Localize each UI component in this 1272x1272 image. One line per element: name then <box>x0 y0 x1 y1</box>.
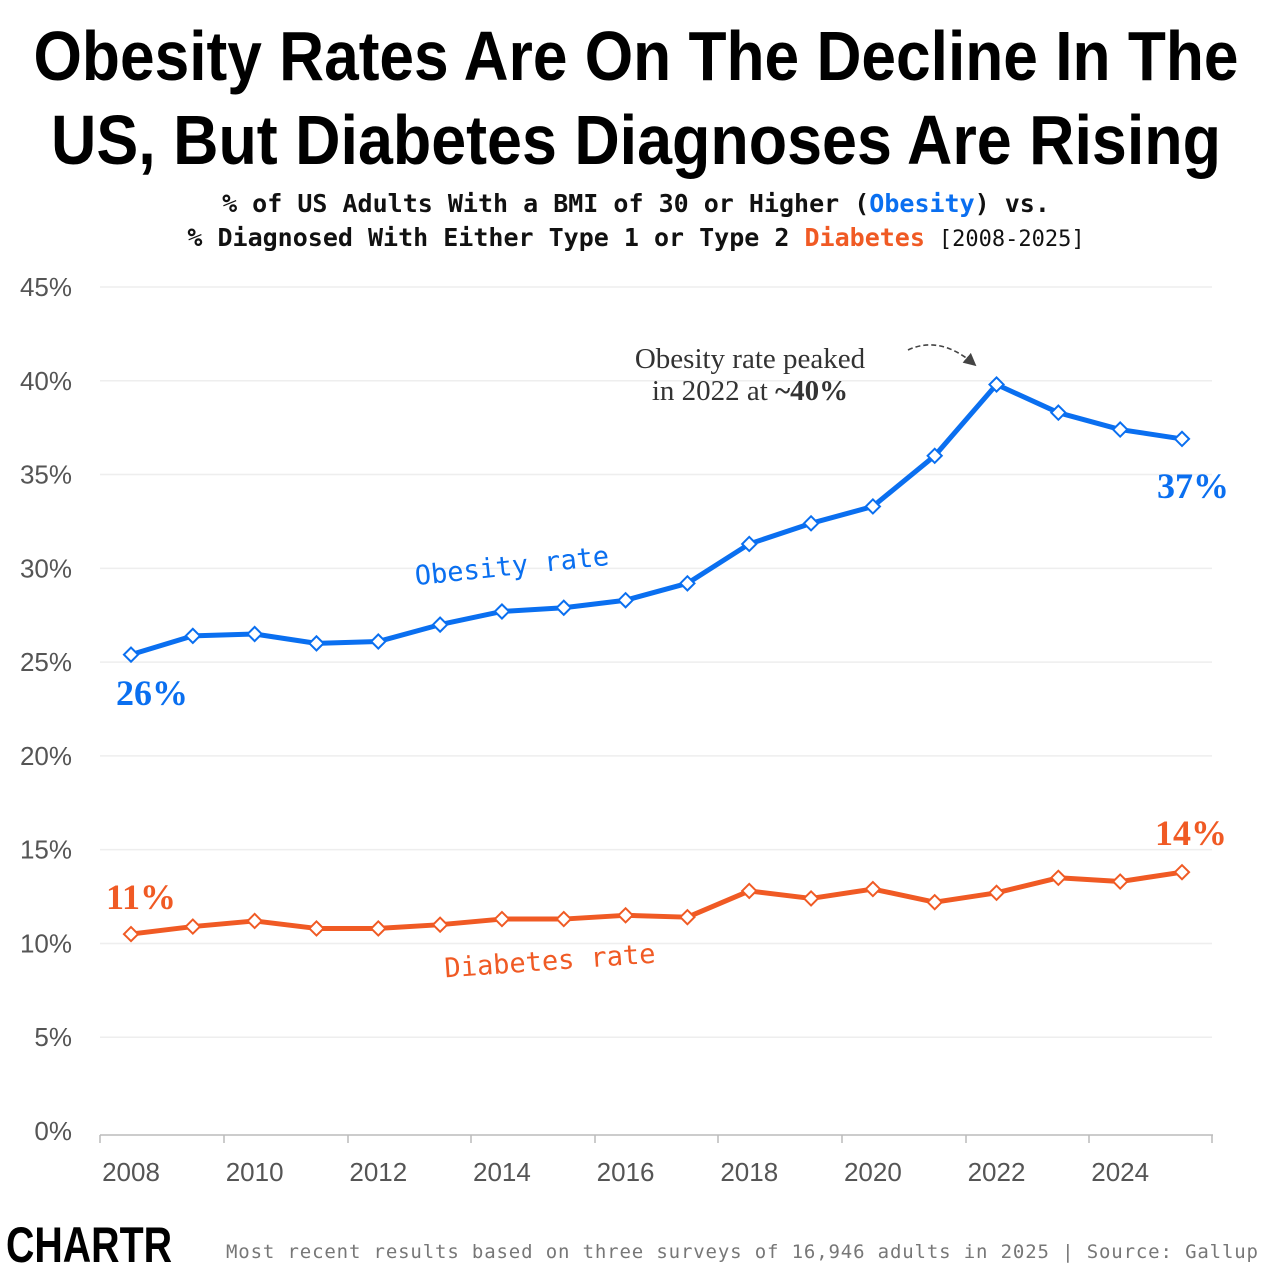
data-point <box>122 646 140 664</box>
annotation-text: in 2022 at <box>652 375 775 407</box>
data-point <box>122 925 140 943</box>
y-tick-label: 10% <box>20 928 72 958</box>
annotation-value: ~40% <box>775 375 848 407</box>
x-tick-label: 2014 <box>473 1157 531 1187</box>
series-label-diabetes: Diabetes rate <box>443 939 656 985</box>
title-line-1: Obesity Rates Are On The Decline In The <box>34 17 1239 95</box>
obesity-start-label: 26% <box>116 673 188 713</box>
subtitle-text: ) vs. <box>975 189 1050 218</box>
data-point <box>184 627 202 645</box>
series-line-obesity <box>130 382 1183 658</box>
subtitle-line-1: % of US Adults With a BMI of 30 or Highe… <box>222 189 1050 218</box>
data-point <box>926 447 944 465</box>
data-point <box>802 514 820 532</box>
footer-note: Most recent results based on three surve… <box>226 1241 1258 1263</box>
title-line-2: US, But Diabetes Diagnoses Are Rising <box>51 101 1221 179</box>
diabetes-end-label: 14% <box>1155 813 1227 853</box>
y-tick-label: 0% <box>34 1116 72 1146</box>
data-point <box>678 574 696 592</box>
data-point <box>555 910 573 928</box>
data-point <box>246 912 264 930</box>
x-tick-label: 2020 <box>844 1157 902 1187</box>
data-point <box>988 376 1006 394</box>
series <box>122 376 1191 943</box>
data-point <box>617 906 635 924</box>
series-line-diabetes <box>130 869 1183 937</box>
data-point <box>740 882 758 900</box>
data-point <box>369 632 387 650</box>
x-tick-label: 2012 <box>349 1157 407 1187</box>
data-point <box>617 591 635 609</box>
y-tick-label: 30% <box>20 553 72 583</box>
y-tick-label: 45% <box>20 272 72 302</box>
data-point <box>1111 421 1129 439</box>
x-tick-label: 2022 <box>968 1157 1026 1187</box>
data-point <box>431 916 449 934</box>
data-point <box>1111 873 1129 891</box>
data-point <box>246 625 264 643</box>
data-point <box>1049 869 1067 887</box>
y-axis: 0% 5% 10% 15% 20% 25% 30% 35% 40% 45% <box>20 272 72 1146</box>
x-tick-label: 2018 <box>720 1157 778 1187</box>
data-point <box>493 910 511 928</box>
data-point <box>988 884 1006 902</box>
y-tick-label: 20% <box>20 741 72 771</box>
subtitle-line-2: % Diagnosed With Either Type 1 or Type 2… <box>187 223 1084 252</box>
x-tick-label: 2016 <box>597 1157 655 1187</box>
y-tick-label: 15% <box>20 835 72 865</box>
data-point <box>555 599 573 617</box>
subtitle-obesity: Obesity <box>869 189 974 218</box>
subtitle-text: % Diagnosed With Either Type 1 or Type 2 <box>187 223 804 252</box>
data-point <box>184 918 202 936</box>
subtitle-text: % of US Adults With a BMI of 30 or Highe… <box>222 189 869 218</box>
chartr-logo: CHARTR <box>6 1217 172 1272</box>
y-tick-label: 35% <box>20 460 72 490</box>
data-point <box>307 919 325 937</box>
y-tick-label: 25% <box>20 647 72 677</box>
x-tick-label: 2024 <box>1091 1157 1149 1187</box>
data-point <box>493 602 511 620</box>
y-tick-label: 5% <box>34 1022 72 1052</box>
obesity-end-label: 37% <box>1157 466 1229 506</box>
data-point <box>1049 404 1067 422</box>
subtitle-diabetes: Diabetes <box>804 223 924 252</box>
y-tick-label: 40% <box>20 366 72 396</box>
data-point <box>1173 863 1191 881</box>
data-point <box>431 616 449 634</box>
annotation-line-1: Obesity rate peaked <box>635 343 866 375</box>
annotation-arrow <box>907 344 977 367</box>
data-point <box>864 497 882 515</box>
data-point <box>678 908 696 926</box>
x-axis: 2008 2010 2012 2014 2016 2018 2020 2022 2024 <box>99 1134 1213 1187</box>
annotation-line-2: in 2022 at ~40% <box>652 375 848 407</box>
data-point <box>740 535 758 553</box>
subtitle-range: [2008-2025] <box>939 227 1085 252</box>
data-point <box>307 634 325 652</box>
data-point <box>1173 430 1191 448</box>
x-tick-label: 2010 <box>226 1157 284 1187</box>
data-point <box>864 880 882 898</box>
diabetes-start-label: 11% <box>106 877 176 917</box>
data-point <box>926 893 944 911</box>
gridlines <box>100 286 1212 1038</box>
data-point <box>802 889 820 907</box>
data-point <box>369 919 387 937</box>
x-tick-label: 2008 <box>102 1157 160 1187</box>
series-label-obesity: Obesity rate <box>413 541 610 592</box>
